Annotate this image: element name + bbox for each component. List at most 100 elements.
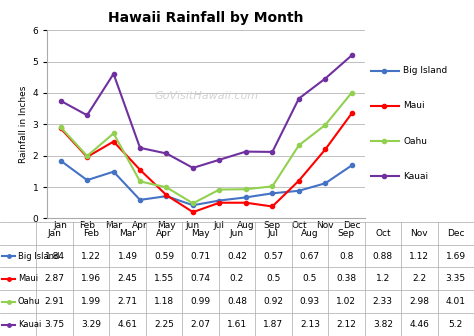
- Text: 4.01: 4.01: [446, 297, 466, 306]
- Maui: [296, 179, 301, 183]
- Kauai: [217, 158, 222, 162]
- Text: 2.45: 2.45: [118, 275, 137, 283]
- Oahu: [322, 123, 328, 127]
- Big Island: [164, 194, 169, 198]
- Text: 0.88: 0.88: [373, 252, 393, 260]
- Kauai: [84, 113, 90, 117]
- Maui: [349, 111, 355, 115]
- Y-axis label: Rainfall in Inches: Rainfall in Inches: [19, 86, 28, 163]
- Text: Oct: Oct: [375, 229, 391, 238]
- Big Island: [137, 198, 143, 202]
- Kauai: [322, 77, 328, 81]
- Text: 4.46: 4.46: [410, 320, 429, 329]
- Big Island: [243, 195, 249, 199]
- Maui: [217, 201, 222, 205]
- Title: Hawaii Rainfall by Month: Hawaii Rainfall by Month: [109, 11, 304, 25]
- Text: Big Island: Big Island: [18, 252, 59, 260]
- Oahu: [58, 125, 64, 129]
- Text: 0.67: 0.67: [300, 252, 320, 260]
- Maui: [58, 126, 64, 130]
- Kauai: [296, 96, 301, 100]
- Text: Oahu: Oahu: [18, 297, 40, 306]
- Kauai: [164, 152, 169, 156]
- Kauai: [270, 150, 275, 154]
- Text: Maui: Maui: [18, 275, 38, 283]
- Text: Mar: Mar: [119, 229, 136, 238]
- Text: Aug: Aug: [301, 229, 319, 238]
- Big Island: [58, 159, 64, 163]
- Text: 2.13: 2.13: [300, 320, 320, 329]
- Text: Kauai: Kauai: [18, 320, 41, 329]
- Oahu: [270, 184, 275, 188]
- Text: Apr: Apr: [156, 229, 172, 238]
- Maui: [270, 205, 275, 209]
- Line: Kauai: Kauai: [59, 53, 354, 170]
- Text: 3.75: 3.75: [45, 320, 65, 329]
- Maui: [137, 168, 143, 172]
- Text: 2.25: 2.25: [154, 320, 174, 329]
- Text: GoVisitHawaii.com: GoVisitHawaii.com: [154, 91, 258, 101]
- Line: Maui: Maui: [59, 111, 354, 214]
- Text: 2.71: 2.71: [118, 297, 137, 306]
- Maui: [111, 139, 117, 143]
- Text: 0.74: 0.74: [191, 275, 210, 283]
- Text: Feb: Feb: [83, 229, 99, 238]
- Oahu: [84, 154, 90, 158]
- Text: 1.87: 1.87: [264, 320, 283, 329]
- Text: 2.87: 2.87: [45, 275, 64, 283]
- Text: Jan: Jan: [48, 229, 62, 238]
- Maui: [243, 201, 249, 205]
- Oahu: [349, 91, 355, 95]
- Text: Jun: Jun: [230, 229, 244, 238]
- Text: 0.8: 0.8: [339, 252, 354, 260]
- Text: 0.42: 0.42: [227, 252, 247, 260]
- Line: Oahu: Oahu: [59, 91, 354, 205]
- Kauai: [137, 146, 143, 150]
- Maui: [164, 193, 169, 197]
- Text: 2.07: 2.07: [191, 320, 210, 329]
- Text: 2.2: 2.2: [412, 275, 427, 283]
- Text: 1.02: 1.02: [337, 297, 356, 306]
- Text: 1.55: 1.55: [154, 275, 174, 283]
- Text: Oahu: Oahu: [403, 137, 427, 145]
- Text: 4.61: 4.61: [118, 320, 137, 329]
- Oahu: [296, 143, 301, 148]
- Text: Sep: Sep: [338, 229, 355, 238]
- Big Island: [322, 181, 328, 185]
- Text: 3.82: 3.82: [373, 320, 393, 329]
- Oahu: [111, 131, 117, 135]
- Text: Big Island: Big Island: [403, 66, 447, 75]
- Text: 2.33: 2.33: [373, 297, 393, 306]
- Text: 1.84: 1.84: [45, 252, 64, 260]
- Kauai: [58, 99, 64, 103]
- Kauai: [111, 72, 117, 76]
- Text: 2.98: 2.98: [410, 297, 429, 306]
- Oahu: [217, 187, 222, 192]
- Oahu: [243, 187, 249, 191]
- Text: 0.93: 0.93: [300, 297, 320, 306]
- Text: 1.18: 1.18: [154, 297, 174, 306]
- Text: 0.5: 0.5: [303, 275, 317, 283]
- Text: 2.91: 2.91: [45, 297, 64, 306]
- Text: Maui: Maui: [403, 101, 425, 110]
- Text: Dec: Dec: [447, 229, 465, 238]
- Big Island: [111, 170, 117, 174]
- Text: 0.5: 0.5: [266, 275, 281, 283]
- Text: 0.92: 0.92: [264, 297, 283, 306]
- Text: 1.12: 1.12: [410, 252, 429, 260]
- Text: Kauai: Kauai: [403, 172, 428, 181]
- Text: 0.99: 0.99: [191, 297, 210, 306]
- Text: Nov: Nov: [410, 229, 428, 238]
- Text: 1.49: 1.49: [118, 252, 137, 260]
- Maui: [84, 155, 90, 159]
- Text: 2.12: 2.12: [337, 320, 356, 329]
- Big Island: [217, 199, 222, 203]
- Text: 5.2: 5.2: [449, 320, 463, 329]
- Text: 0.57: 0.57: [264, 252, 283, 260]
- Kauai: [243, 150, 249, 154]
- Kauai: [190, 166, 196, 170]
- Text: 1.2: 1.2: [376, 275, 390, 283]
- Maui: [190, 210, 196, 214]
- Text: 3.29: 3.29: [81, 320, 101, 329]
- Text: 0.2: 0.2: [230, 275, 244, 283]
